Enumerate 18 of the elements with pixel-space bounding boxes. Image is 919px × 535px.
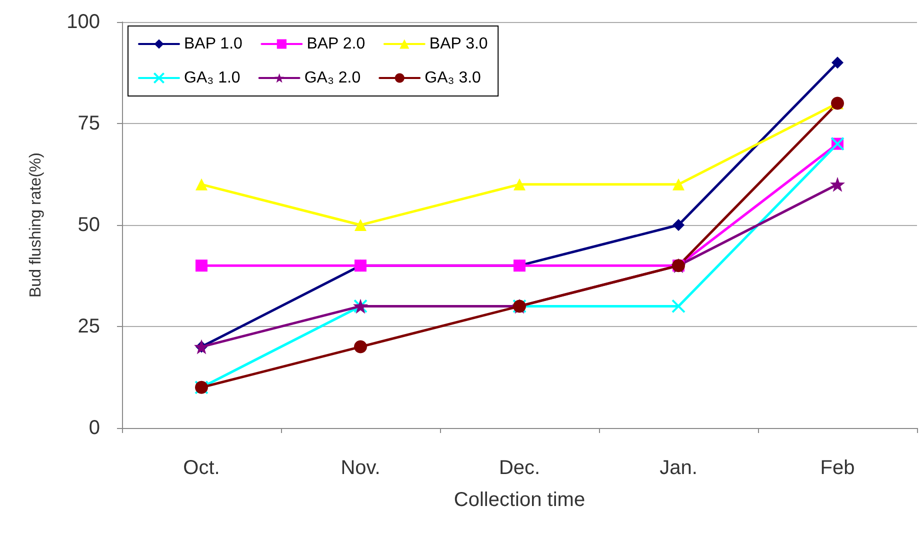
y-tick-label: 100 bbox=[66, 11, 100, 33]
legend-label: GA₃ 2.0 bbox=[304, 70, 361, 86]
x-tick-label: Dec. bbox=[498, 457, 540, 479]
y-axis-title: Bud flushing rate(%) bbox=[28, 152, 44, 298]
x-tick-label: Nov. bbox=[340, 457, 380, 479]
legend-label: BAP 2.0 bbox=[306, 36, 366, 52]
legend-label: BAP 3.0 bbox=[429, 36, 488, 52]
y-tick-label: 25 bbox=[78, 316, 100, 338]
x-tick-label: Oct. bbox=[183, 457, 220, 479]
y-tick-label: 50 bbox=[78, 214, 100, 236]
x-tick-label: Feb bbox=[820, 457, 855, 479]
x-axis-title: Collection time bbox=[454, 489, 586, 511]
legend-label: BAP 1.0 bbox=[184, 36, 243, 52]
x-tick-label: Jan. bbox=[660, 457, 698, 479]
y-tick-label: 75 bbox=[78, 112, 100, 134]
legend-label: GA₃ 3.0 bbox=[424, 70, 482, 86]
y-tick-label: 0 bbox=[88, 417, 100, 439]
legend-label: GA₃ 1.0 bbox=[184, 70, 240, 86]
